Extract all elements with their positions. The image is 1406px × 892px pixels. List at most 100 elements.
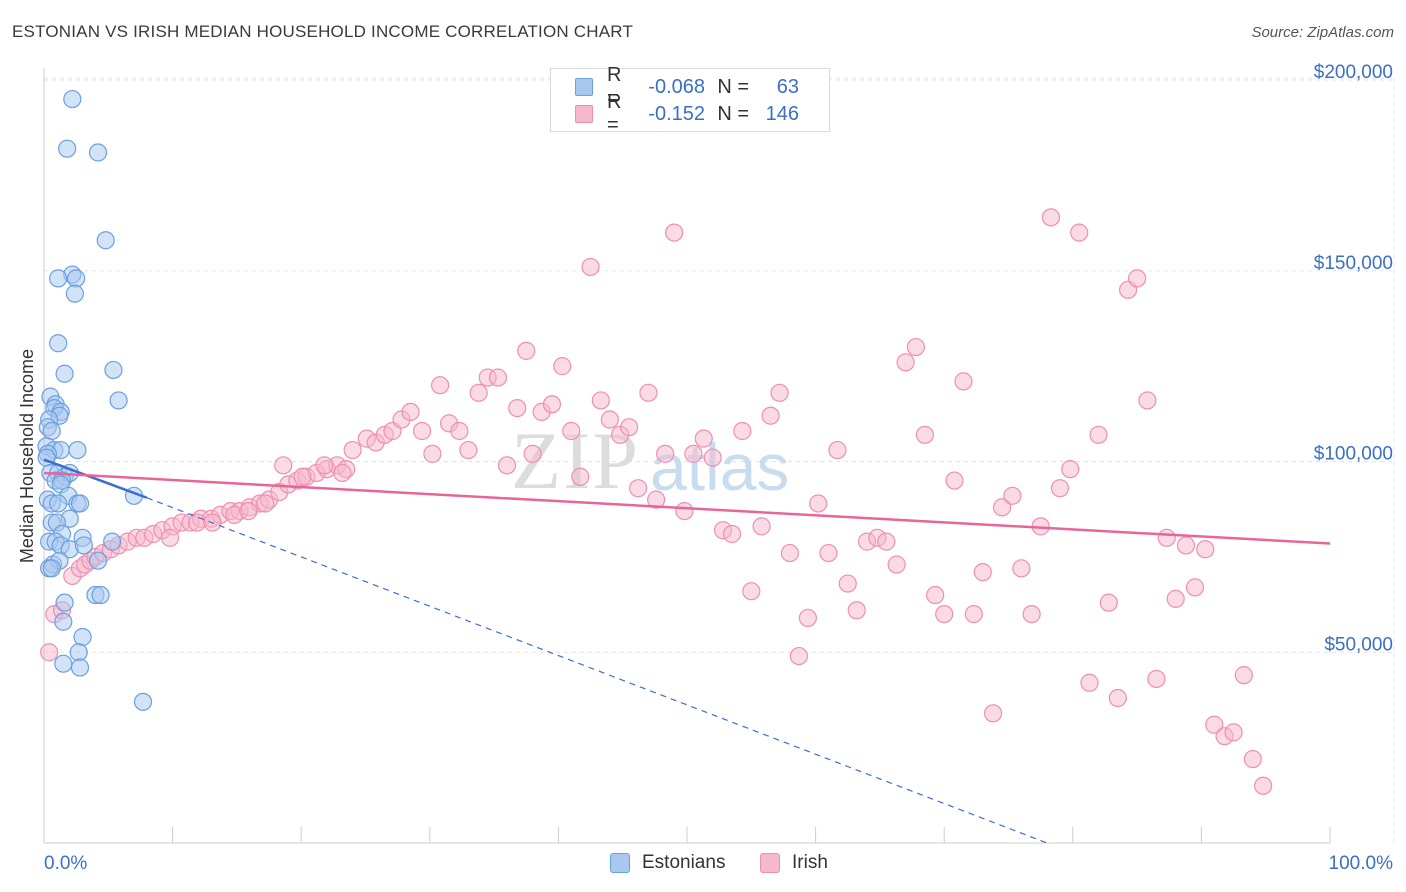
irish-point <box>1022 604 1041 624</box>
estonians-trend-line <box>43 458 148 499</box>
legend-swatch-estonians <box>575 78 593 96</box>
irish-point <box>945 471 964 490</box>
irish-point <box>581 257 600 277</box>
chart-title: ESTONIAN VS IRISH MEDIAN HOUSEHOLD INCOM… <box>12 22 634 41</box>
irish-point <box>896 353 915 372</box>
irish-point <box>647 490 666 509</box>
irish-point <box>935 604 954 624</box>
irish-point <box>1080 673 1099 692</box>
irish-point <box>1061 460 1080 479</box>
legend-swatch-irish <box>575 105 593 123</box>
irish-point <box>722 524 742 544</box>
irish-point <box>508 398 527 418</box>
irish-point <box>542 395 562 414</box>
irish-point <box>656 444 675 463</box>
irish-point <box>964 604 983 624</box>
legend-item-estonians[interactable]: Estonians <box>610 852 725 874</box>
irish-point <box>819 543 838 563</box>
irish-point <box>430 376 450 395</box>
legend-r-label: R = <box>607 91 622 136</box>
irish-point <box>1185 578 1205 597</box>
estonian-point <box>42 559 61 578</box>
irish-point <box>1099 593 1118 612</box>
estonian-point <box>74 536 93 555</box>
irish-point <box>954 372 973 391</box>
irish-point <box>562 421 581 441</box>
trend-lines <box>43 458 1331 844</box>
estonian-point <box>55 364 74 383</box>
irish-point <box>838 574 857 593</box>
irish-trend-line <box>43 471 1331 545</box>
irish-point <box>1166 589 1185 608</box>
legend-label-estonians: Estonians <box>642 852 726 873</box>
irish-point <box>412 421 432 441</box>
irish-point <box>1176 536 1196 555</box>
legend-r-label: R = <box>607 64 622 109</box>
estonian-point <box>42 421 61 441</box>
irish-point <box>315 456 334 475</box>
irish-point <box>915 425 935 444</box>
irish-point <box>450 421 469 441</box>
irish-point <box>1041 208 1061 227</box>
irish-point <box>333 463 352 483</box>
irish-point <box>571 467 590 486</box>
irish-point <box>600 410 619 429</box>
y-tick-label: $150,000 <box>1314 253 1393 274</box>
irish-point <box>160 528 180 547</box>
legend-item-irish[interactable]: Irish <box>760 852 828 874</box>
estonian-point <box>68 440 87 460</box>
irish-point <box>1243 749 1262 769</box>
irish-point <box>423 444 442 463</box>
irish-point <box>639 383 658 402</box>
source-credit: Source: ZipAtlas.com <box>1251 24 1394 41</box>
estonian-point <box>63 89 82 109</box>
estonian-point <box>49 334 68 353</box>
irish-point <box>828 440 847 460</box>
estonian-point <box>65 284 84 303</box>
irish-point <box>256 494 275 513</box>
estonians-trend-dashed <box>146 497 1048 844</box>
irish-point <box>1147 669 1166 689</box>
irish-point <box>694 429 713 448</box>
irish-point <box>798 608 817 628</box>
legend-row-irish: R = -0.152 N = 146 <box>575 91 799 136</box>
irish-point <box>1012 559 1031 578</box>
y-tick-label: $200,000 <box>1314 62 1393 83</box>
estonian-point <box>58 139 77 158</box>
irish-point <box>1205 715 1224 734</box>
estonian-point <box>70 658 90 677</box>
irish-point <box>847 601 866 620</box>
irish-point <box>459 440 478 460</box>
legend-swatch-estonians <box>610 853 630 873</box>
legend-n-value: 63 <box>776 75 799 98</box>
irish-point <box>770 383 789 402</box>
irish-point <box>274 456 293 475</box>
irish-point <box>733 421 752 441</box>
y-tick-label: $50,000 <box>1324 634 1393 655</box>
watermark-atlas: atlas <box>650 430 789 504</box>
legend-n-label: N = <box>717 75 749 98</box>
estonian-point <box>49 494 68 513</box>
irish-point <box>752 517 771 536</box>
x-tick-label: 100.0% <box>1329 853 1394 874</box>
irish-point <box>517 341 536 360</box>
irish-point <box>703 448 722 467</box>
irish-point <box>1254 776 1273 795</box>
irish-point <box>809 494 828 513</box>
irish-point <box>497 456 517 475</box>
series-legend: Estonians Irish <box>0 852 1406 876</box>
estonian-point <box>67 269 86 288</box>
irish-point <box>780 543 799 563</box>
irish-point <box>1127 269 1147 288</box>
irish-point <box>789 646 808 666</box>
estonian-point <box>88 143 108 162</box>
estonian-point <box>69 643 88 662</box>
legend-r-value: -0.152 <box>648 102 705 125</box>
irish-point <box>973 563 992 582</box>
irish-point <box>761 406 780 425</box>
series-irish <box>40 208 1273 795</box>
irish-point <box>523 444 542 463</box>
legend-swatch-irish <box>760 853 780 873</box>
estonian-point <box>96 231 115 250</box>
